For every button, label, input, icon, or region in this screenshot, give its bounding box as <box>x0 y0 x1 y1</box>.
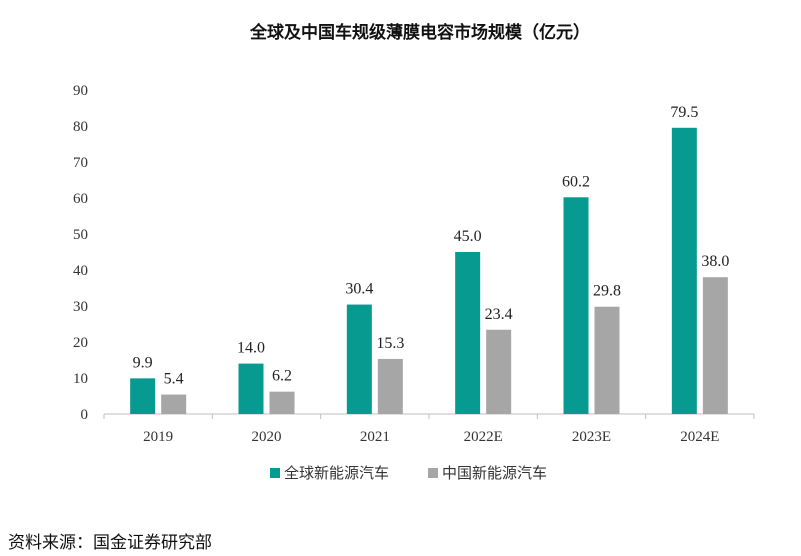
x-tick-label: 2023E <box>572 429 611 445</box>
legend-label: 全球新能源汽车 <box>284 464 389 482</box>
data-label: 29.8 <box>593 283 621 300</box>
bar <box>269 391 295 414</box>
x-tick-label: 2022E <box>464 429 503 445</box>
data-label: 79.5 <box>670 104 698 121</box>
data-label: 14.0 <box>237 340 265 357</box>
data-label: 45.0 <box>454 228 482 245</box>
y-tick-label: 90 <box>73 83 88 99</box>
bar <box>346 304 372 414</box>
bar <box>563 197 589 414</box>
y-tick-label: 60 <box>73 191 88 207</box>
legend-label: 中国新能源汽车 <box>442 464 547 482</box>
bar <box>702 277 728 414</box>
y-tick-label: 80 <box>73 119 88 135</box>
source-note: 资料来源：国金证券研究部 <box>8 533 212 553</box>
x-tick-label: 2021 <box>360 429 390 445</box>
data-label: 6.2 <box>272 368 292 385</box>
data-label: 60.2 <box>562 173 590 190</box>
legend: 全球新能源汽车 中国新能源汽车 <box>270 464 547 482</box>
y-tick-label: 50 <box>73 227 88 243</box>
bars-layer: 9.9 5.4 14.0 6.2 30.4 15.3 45.0 23.4 60.2 29.8 79.… <box>130 104 729 415</box>
data-label: 5.4 <box>164 371 184 388</box>
y-tick-label: 70 <box>73 155 88 171</box>
data-label: 38.0 <box>701 253 729 270</box>
data-label: 15.3 <box>376 335 404 352</box>
data-label: 30.4 <box>345 281 373 298</box>
bar <box>130 378 156 414</box>
y-tick-label: 40 <box>73 263 88 279</box>
legend-swatch <box>428 468 438 478</box>
data-label: 23.4 <box>485 306 513 323</box>
bar <box>594 306 620 414</box>
bar <box>161 394 187 414</box>
chart-title: 全球及中国车规级薄膜电容市场规模（亿元） <box>249 22 590 43</box>
legend-swatch <box>270 468 280 478</box>
bar <box>377 358 403 414</box>
x-tick-label: 2020 <box>252 429 282 445</box>
y-tick-label: 20 <box>73 335 88 351</box>
y-tick-label: 0 <box>81 407 89 423</box>
data-label: 9.9 <box>133 354 153 371</box>
axis-layer: 0 10 20 30 40 50 60 70 80 90 2019 2020 2021 2022E 2023… <box>73 83 755 445</box>
bar <box>486 329 512 414</box>
bar <box>238 363 264 414</box>
x-tick-label: 2019 <box>143 429 173 445</box>
y-tick-label: 10 <box>73 371 88 387</box>
bar <box>455 252 481 414</box>
bar <box>671 127 697 415</box>
y-tick-label: 30 <box>73 299 88 315</box>
x-tick-label: 2024E <box>680 429 719 445</box>
